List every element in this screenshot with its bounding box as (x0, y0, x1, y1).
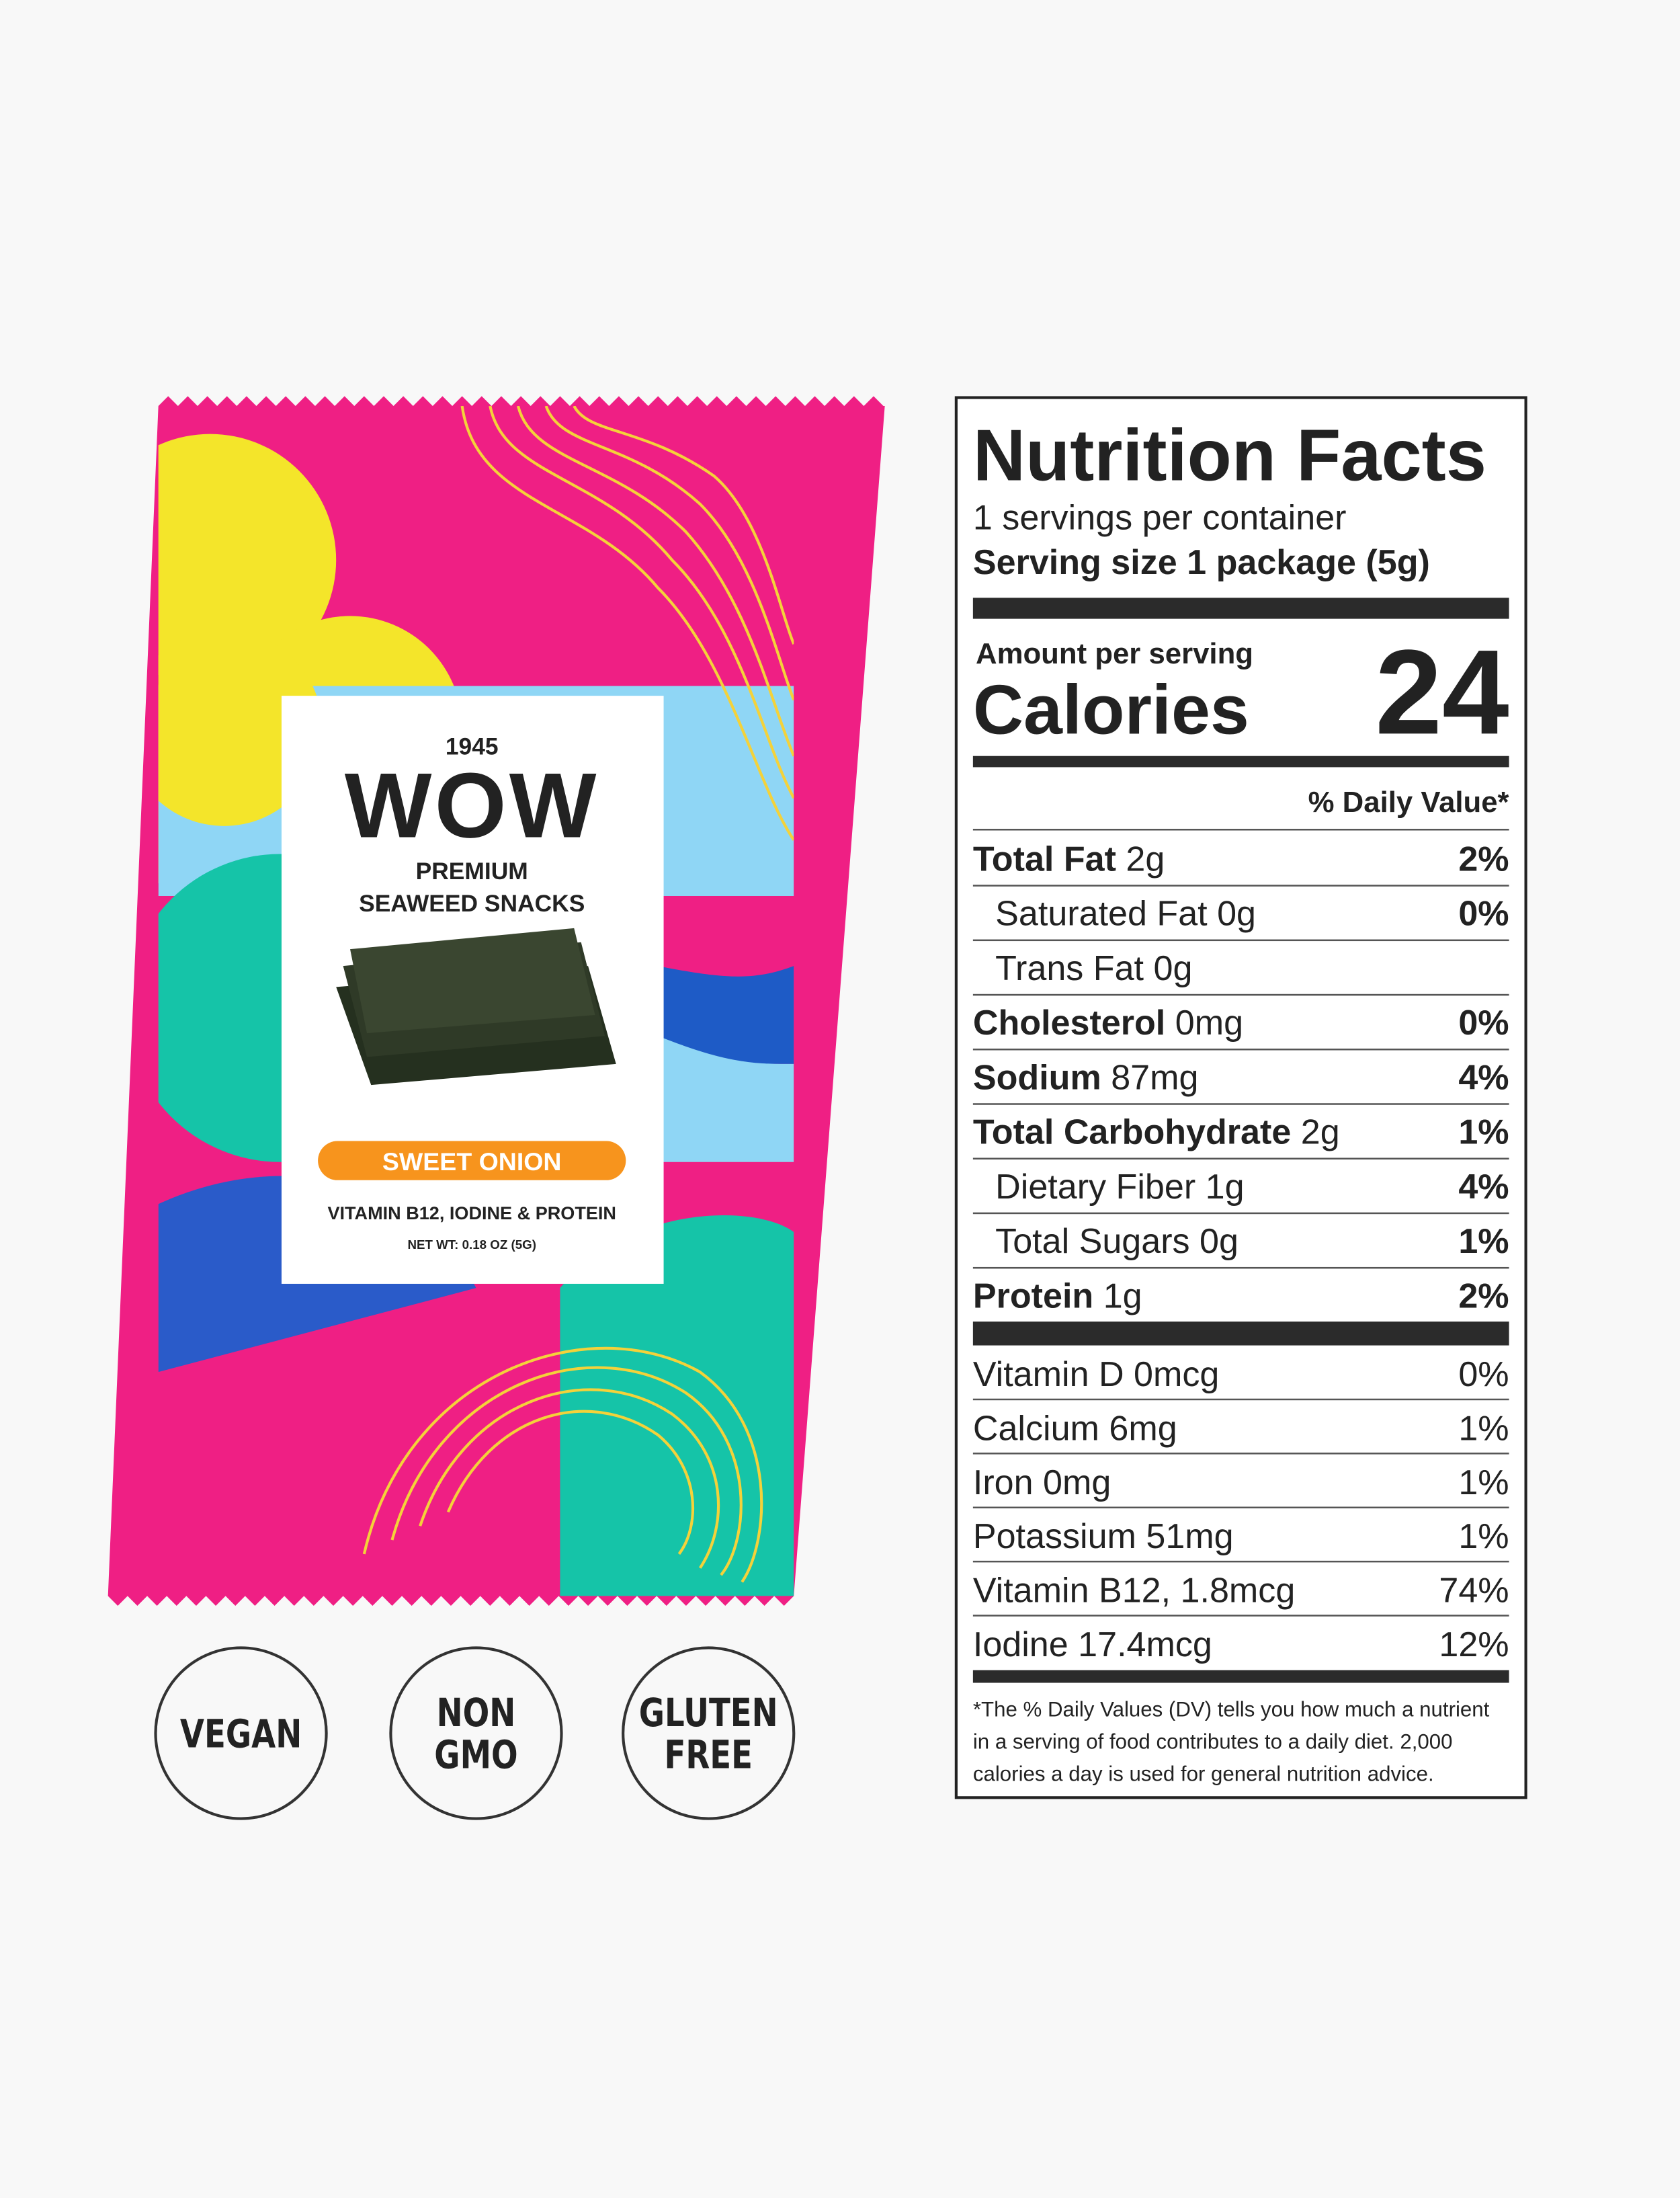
calories: 24 (1375, 624, 1509, 759)
separator (972, 1398, 1509, 1401)
separator (972, 1157, 1509, 1159)
nutrient-name: Sodium (973, 1058, 1101, 1097)
nutrient-amount: 1g (1103, 1276, 1142, 1315)
badge-text: NON (437, 1691, 516, 1736)
nutrient-name: Dietary Fiber (995, 1168, 1195, 1207)
vitamin-name: Vitamin B12, 1.8mcg (973, 1572, 1295, 1611)
nutrient: Trans Fat 0g (995, 949, 1192, 988)
vitamin-name: Vitamin D 0mcg (973, 1355, 1220, 1394)
vitamin-dv: 1% (1458, 1409, 1509, 1448)
dv-header: % Daily Value* (1308, 786, 1509, 819)
badge-text: GLUTEN (639, 1691, 778, 1736)
nf-title: Nutrition Facts (973, 414, 1486, 495)
nutrient-dv: 0% (1458, 1004, 1509, 1043)
benefits: VITAMIN B12, IODINE & PROTEIN (327, 1203, 616, 1223)
separator (972, 1560, 1509, 1563)
tagline: PREMIUM (416, 858, 528, 885)
footnote: calories a day is used for general nutri… (973, 1762, 1434, 1785)
vitamin-dv: 12% (1439, 1625, 1509, 1664)
nutrient-name: Total Fat (973, 840, 1116, 879)
separator (972, 1506, 1509, 1509)
nutrient: Total Fat 2g (973, 840, 1165, 879)
nutrient-amount: 2g (1301, 1113, 1340, 1152)
separator (972, 1049, 1509, 1051)
nutrient-dv: 0% (1458, 895, 1509, 934)
year: 1945 (446, 733, 499, 760)
nutrient-name: Total Carbohydrate (973, 1113, 1291, 1152)
serving-size: Serving size 1 package (5g) (973, 543, 1430, 582)
tagline: SEAWEED SNACKS (359, 890, 585, 917)
vitamin-dv: 74% (1439, 1572, 1509, 1611)
nutrient-amount: 0g (1154, 949, 1193, 988)
badge-text: GMO (434, 1733, 517, 1778)
vitamin-name: Calcium 6mg (973, 1409, 1177, 1448)
nutrient-dv: 1% (1458, 1222, 1509, 1261)
separator (972, 885, 1509, 887)
badges (154, 1646, 796, 1820)
nutrient-amount: 0mg (1175, 1004, 1243, 1043)
vitamin-name: Potassium 51mg (973, 1517, 1234, 1556)
nutrient: Dietary Fiber 1g (995, 1168, 1244, 1207)
nutrient: Sodium 87mg (973, 1058, 1199, 1097)
package (108, 396, 885, 1606)
nutrient-name: Protein (973, 1276, 1093, 1315)
separator (972, 1266, 1509, 1269)
separator (972, 1453, 1509, 1455)
nutrient-name: Cholesterol (973, 1004, 1165, 1043)
nutrient-dv: 1% (1458, 1113, 1509, 1152)
vitamin-name: Iron 0mg (973, 1463, 1111, 1502)
nutrient-dv: 4% (1458, 1168, 1509, 1207)
nutrient-name: Saturated Fat (995, 895, 1208, 934)
vitamin-dv: 1% (1458, 1463, 1509, 1502)
brand: WOW (345, 755, 599, 858)
nutrient: Cholesterol 0mg (973, 1004, 1243, 1043)
flavor: SWEET ONION (382, 1147, 562, 1176)
vitamin-dv: 0% (1458, 1355, 1509, 1394)
servings: 1 servings per container (973, 498, 1347, 537)
separator (972, 1615, 1509, 1617)
nutrient-amount: 2g (1126, 840, 1165, 879)
nutrient-dv: 4% (1458, 1058, 1509, 1097)
nutrient-name: Total Sugars (995, 1222, 1189, 1261)
nutrient: Saturated Fat 0g (995, 895, 1256, 934)
nutrient-name: Trans Fat (995, 949, 1144, 988)
footnote: *The % Daily Values (DV) tells you how m… (973, 1698, 1490, 1721)
separator (972, 993, 1509, 996)
net-weight: NET WT: 0.18 OZ (5G) (407, 1237, 536, 1252)
nutrient-amount: 0g (1217, 895, 1256, 934)
nutrient-amount: 1g (1206, 1168, 1245, 1207)
nutrient-dv: 2% (1458, 1276, 1509, 1315)
separator (972, 939, 1509, 942)
nutrient: Total Carbohydrate 2g (973, 1113, 1340, 1152)
footnote: in a serving of food contributes to a da… (973, 1729, 1453, 1753)
separator (972, 1103, 1509, 1105)
nutrient: Total Sugars 0g (995, 1222, 1238, 1261)
calories-label: Calories (973, 671, 1249, 749)
nutrient: Protein 1g (973, 1276, 1142, 1315)
separator (972, 1212, 1509, 1215)
amount-label: Amount per serving (976, 637, 1253, 670)
nutrient-amount: 87mg (1111, 1058, 1198, 1097)
badge-text: FREE (664, 1733, 753, 1778)
seaweed-image (336, 928, 616, 1086)
badge-text: VEGAN (180, 1711, 302, 1756)
nutrition-facts (954, 396, 1527, 1799)
nutrient-amount: 0g (1200, 1222, 1238, 1261)
vitamin-dv: 1% (1458, 1517, 1509, 1556)
vitamin-name: Iodine 17.4mcg (973, 1625, 1212, 1664)
nutrient-dv: 2% (1458, 840, 1509, 879)
